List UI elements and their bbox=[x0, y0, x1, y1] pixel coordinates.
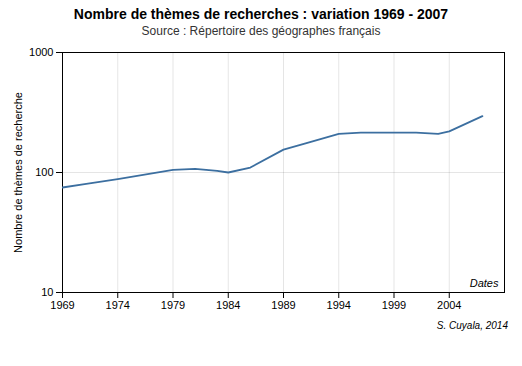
svg-text:1994: 1994 bbox=[327, 299, 351, 311]
svg-text:1974: 1974 bbox=[106, 299, 130, 311]
html-text:Nombre de thèmes de recherches: Nombre de thèmes de recherches : variati… bbox=[73, 6, 449, 22]
svg-text:Nombre de thèmes de recherche: Nombre de thèmes de recherche bbox=[12, 92, 24, 253]
svg-text:10: 10 bbox=[41, 286, 53, 298]
svg-text:2004: 2004 bbox=[437, 299, 461, 311]
svg-text:1989: 1989 bbox=[271, 299, 295, 311]
svg-text:1000: 1000 bbox=[29, 46, 53, 58]
svg-text:1999: 1999 bbox=[382, 299, 406, 311]
svg-text:1979: 1979 bbox=[161, 299, 185, 311]
html-text:Source : Répertoire des géogra: Source : Répertoire des géographes franç… bbox=[141, 24, 381, 38]
svg-text:1969: 1969 bbox=[50, 299, 74, 311]
svg-text:Dates: Dates bbox=[470, 277, 499, 289]
html-text:S. Cuyala, 2014: S. Cuyala, 2014 bbox=[436, 320, 508, 331]
svg-text:1984: 1984 bbox=[216, 299, 240, 311]
svg-text:100: 100 bbox=[35, 166, 53, 178]
